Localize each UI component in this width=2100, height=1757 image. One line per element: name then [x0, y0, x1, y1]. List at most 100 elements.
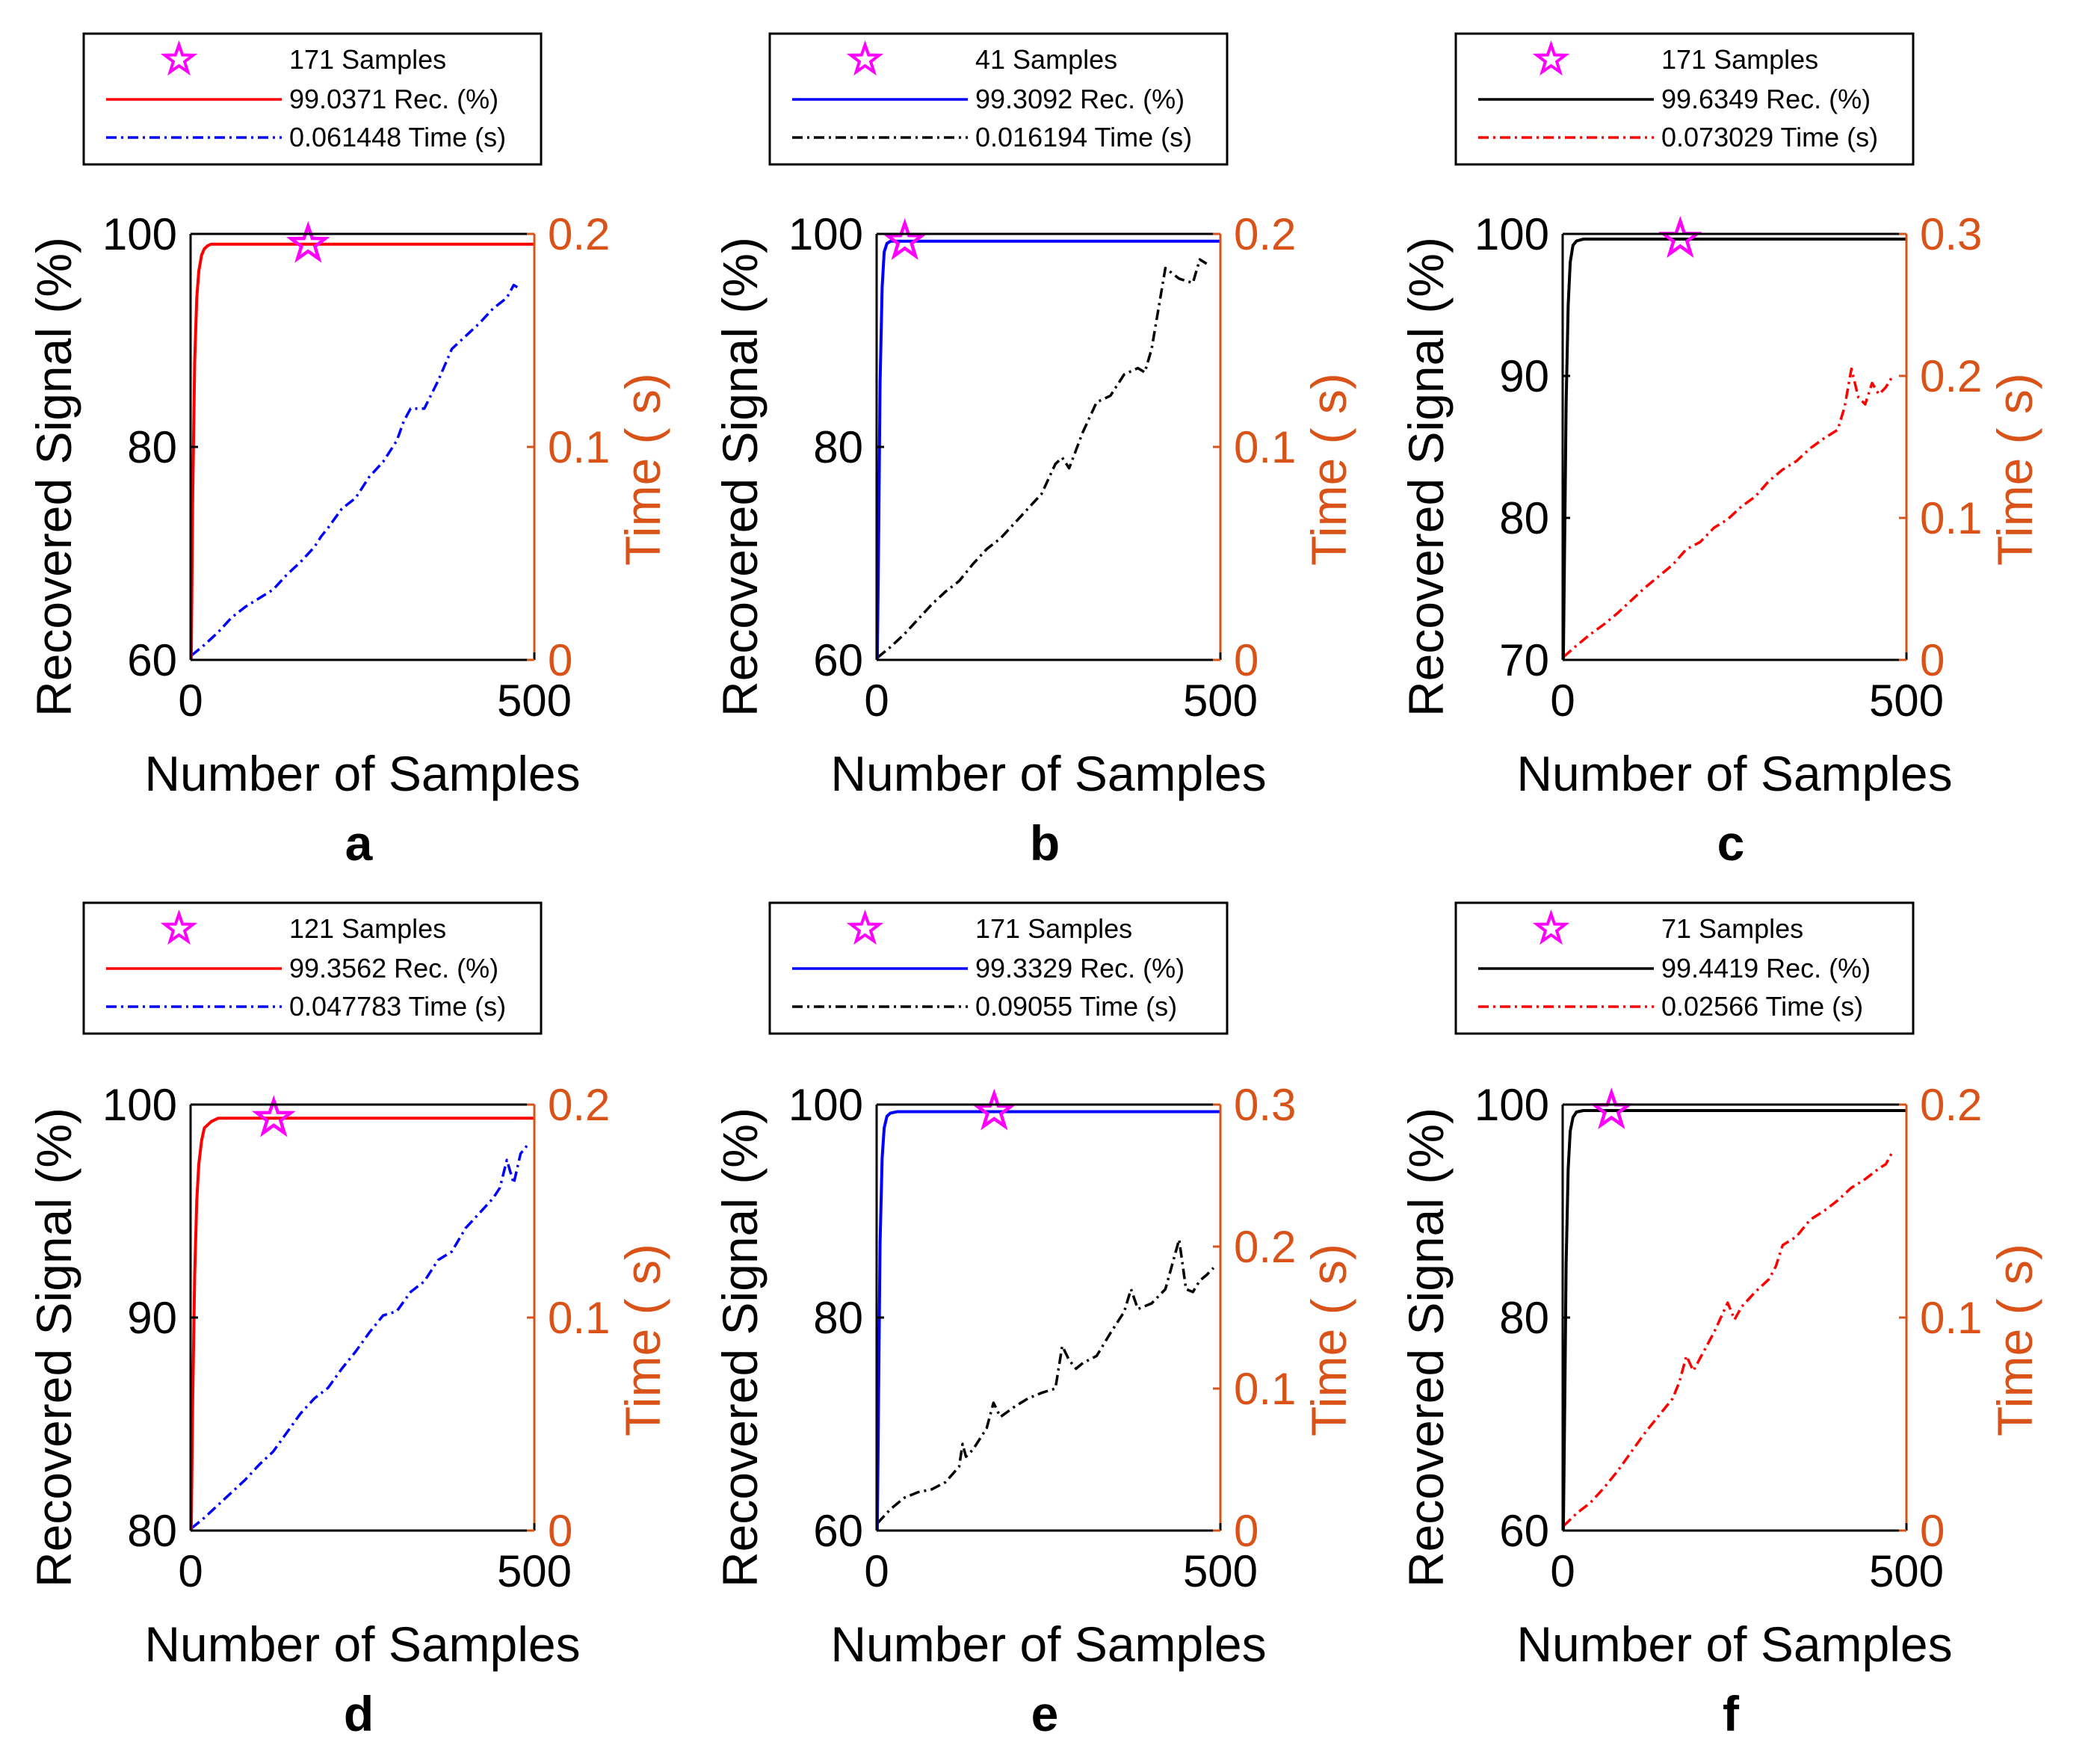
- legend-label-samples: 171 Samples: [289, 44, 446, 75]
- y-right-axis-label: Time ( s): [1987, 373, 2042, 566]
- y-right-tick-label: 0: [1234, 1506, 1259, 1556]
- y-left-axis-label: Recovered Signal (%): [1398, 237, 1454, 717]
- y-right-tick-label: 0.1: [1920, 493, 1982, 543]
- recovered-signal-line: [875, 239, 1220, 661]
- y-left-tick-label: 60: [1499, 1506, 1549, 1556]
- panel-e: 171 Samples 99.3329 Rec. (%) 0.09055 Time …: [712, 901, 1356, 1741]
- x-tick-label: 500: [497, 676, 572, 726]
- y-right-axis-label: Time ( s): [1301, 373, 1356, 566]
- y-left-tick-label: 60: [813, 1506, 863, 1556]
- legend-star-marker: [160, 40, 198, 76]
- y-left-tick-label: 100: [1474, 1080, 1549, 1130]
- y-left-tick-label: 100: [1474, 209, 1549, 259]
- y-right-tick-label: 0.2: [548, 209, 610, 259]
- panel-b: 41 Samples 99.3092 Rec. (%) 0.016194 Time …: [712, 32, 1356, 871]
- y-right-tick-label: 0.2: [548, 1080, 610, 1130]
- recovered-signal-line: [875, 1110, 1220, 1531]
- y-right-tick-label: 0.3: [1234, 1080, 1296, 1130]
- legend-label-samples: 41 Samples: [975, 44, 1117, 75]
- y-right-axis-label: Time ( s): [1301, 1244, 1356, 1436]
- star-marker: [972, 1088, 1016, 1131]
- legend-star-marker: [1532, 909, 1570, 945]
- legend-label-time: 0.016194 Time (s): [975, 122, 1192, 152]
- y-left-axis-label: Recovered Signal (%): [712, 1108, 768, 1587]
- x-axis-label: Number of Samples: [830, 746, 1266, 801]
- y-right-tick-label: 0: [548, 1506, 572, 1556]
- legend-label-recovered: 99.6349 Rec. (%): [1661, 84, 1871, 114]
- y-left-tick-label: 80: [1499, 493, 1549, 543]
- y-right-tick-label: 0.1: [1234, 1364, 1296, 1414]
- star-marker: [285, 220, 330, 263]
- x-tick-label: 0: [178, 1546, 203, 1596]
- recovered-signal-line: [189, 1117, 534, 1531]
- legend-label-samples: 121 Samples: [289, 913, 446, 944]
- x-tick-label: 0: [1550, 1546, 1575, 1596]
- y-left-axis-label: Recovered Signal (%): [26, 237, 81, 717]
- panel-c: 171 Samples 99.6349 Rec. (%) 0.073029 Time…: [1398, 32, 2042, 871]
- legend-label-recovered: 99.3562 Rec. (%): [289, 953, 498, 984]
- legend-star-marker: [846, 40, 884, 76]
- legend-box: 71 Samples 99.4419 Rec. (%) 0.02566 Time (…: [1454, 901, 1915, 1035]
- time-series-line: [1562, 1150, 1894, 1528]
- legend-label-time: 0.047783 Time (s): [289, 991, 506, 1022]
- y-right-tick-label: 0.1: [548, 422, 610, 472]
- y-right-tick-label: 0: [1234, 635, 1259, 685]
- legend-box: 41 Samples 99.3092 Rec. (%) 0.016194 Time …: [768, 32, 1229, 166]
- panel-letter: b: [1030, 815, 1060, 871]
- legend-label-recovered: 99.3092 Rec. (%): [975, 84, 1185, 114]
- x-axis-label: Number of Samples: [1516, 1616, 1952, 1672]
- y-right-tick-label: 0.3: [1920, 209, 1982, 259]
- legend-label-time: 0.09055 Time (s): [975, 991, 1177, 1022]
- time-series-line: [1562, 367, 1894, 658]
- legend-star-marker: [846, 909, 884, 945]
- y-right-tick-label: 0: [1920, 1506, 1945, 1556]
- legend-label-samples: 171 Samples: [1661, 44, 1818, 75]
- y-left-tick-label: 100: [788, 209, 863, 259]
- panel-letter: c: [1717, 815, 1745, 871]
- x-tick-label: 500: [1183, 676, 1258, 726]
- y-left-axis-label: Recovered Signal (%): [712, 237, 768, 717]
- legend-label-recovered: 99.4419 Rec. (%): [1661, 953, 1871, 984]
- y-left-tick-label: 90: [127, 1293, 177, 1343]
- panel-letter: f: [1723, 1686, 1740, 1741]
- panel-a: 171 Samples 99.0371 Rec. (%) 0.061448 Time…: [26, 32, 670, 871]
- legend-star-marker: [1532, 40, 1570, 76]
- y-left-axis-label: Recovered Signal (%): [26, 1108, 81, 1587]
- y-right-axis-label: Time ( s): [615, 373, 670, 566]
- x-tick-label: 500: [497, 1546, 572, 1596]
- time-series-line: [190, 283, 522, 657]
- x-tick-label: 0: [1550, 676, 1575, 726]
- legend-label-time: 0.073029 Time (s): [1661, 122, 1878, 152]
- star-marker: [1658, 215, 1702, 259]
- legend-label-time: 0.02566 Time (s): [1661, 991, 1863, 1022]
- recovered-signal-line: [1561, 1109, 1906, 1531]
- y-left-tick-label: 100: [102, 1080, 177, 1130]
- recovered-signal-line: [189, 242, 534, 661]
- panel-letter: e: [1031, 1686, 1059, 1741]
- x-tick-label: 0: [178, 676, 203, 726]
- x-tick-label: 500: [1869, 676, 1944, 726]
- panel-d: 121 Samples 99.3562 Rec. (%) 0.047783 Time…: [26, 901, 670, 1741]
- x-axis-label: Number of Samples: [1516, 746, 1952, 801]
- y-left-tick-label: 60: [813, 635, 863, 685]
- y-right-tick-label: 0.2: [1234, 1222, 1296, 1272]
- legend-label-recovered: 99.3329 Rec. (%): [975, 953, 1185, 984]
- y-left-tick-label: 70: [1499, 635, 1549, 685]
- star-marker: [1589, 1087, 1634, 1130]
- y-right-axis-label: Time ( s): [615, 1244, 670, 1436]
- x-axis-label: Number of Samples: [144, 1616, 580, 1672]
- legend-label-recovered: 99.0371 Rec. (%): [289, 84, 498, 114]
- y-left-tick-label: 60: [127, 635, 177, 685]
- legend-label-samples: 171 Samples: [975, 913, 1132, 944]
- x-axis-label: Number of Samples: [144, 746, 580, 801]
- y-right-tick-label: 0.1: [1920, 1293, 1982, 1343]
- star-marker: [883, 217, 927, 260]
- y-left-tick-label: 80: [127, 1506, 177, 1556]
- y-right-tick-label: 0: [548, 635, 572, 685]
- time-series-line: [190, 1144, 529, 1530]
- y-right-tick-label: 0.1: [548, 1293, 610, 1343]
- x-tick-label: 0: [864, 676, 889, 726]
- y-right-tick-label: 0.1: [1234, 422, 1296, 472]
- panel-f: 71 Samples 99.4419 Rec. (%) 0.02566 Time (…: [1398, 901, 2042, 1741]
